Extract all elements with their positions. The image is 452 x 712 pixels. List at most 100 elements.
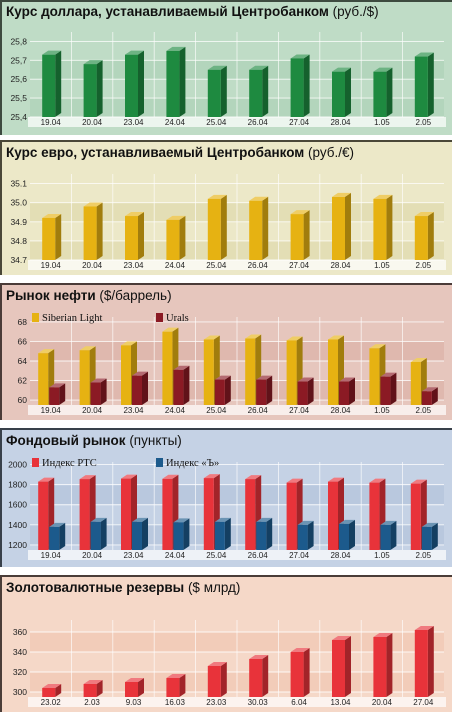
panel-2-bar-front bbox=[421, 391, 432, 405]
panel-1-bar bbox=[249, 196, 269, 260]
panel-4-x-tick-label: 2.03 bbox=[84, 698, 100, 707]
panel-2-bar-side bbox=[100, 378, 107, 405]
panel-3-x-tick-label: 26.04 bbox=[248, 551, 269, 560]
panel-2-bar-top bbox=[245, 334, 262, 339]
panel-1-bar-top bbox=[414, 212, 434, 217]
panel-0-bar-top bbox=[83, 60, 103, 65]
panel-2: Рынок нефти ($/баррель) 60 62 64 66 68 19.04 20… bbox=[0, 283, 452, 420]
panel-1-x-tick-label: 2.05 bbox=[416, 261, 432, 270]
panel-0-left-rule bbox=[0, 0, 2, 135]
panel-2-x-tick-label: 26.04 bbox=[248, 406, 269, 415]
panel-2-bar-top bbox=[286, 336, 303, 341]
panel-1-bar-side bbox=[345, 192, 351, 260]
panel-0-y-tick-label: 25,4 bbox=[10, 112, 27, 122]
panel-2-bar-top bbox=[173, 365, 190, 370]
panel-2-bar-front bbox=[369, 348, 380, 405]
panel-0-x-tick-label: 19.04 bbox=[41, 118, 62, 127]
panel-1-bar bbox=[332, 192, 351, 260]
panel-1-x-tick-label: 28.04 bbox=[330, 261, 351, 270]
panel-2-bar-side bbox=[307, 377, 314, 405]
panel-0-bar-side bbox=[386, 67, 393, 117]
panel-4-bar-front bbox=[125, 682, 138, 697]
panel-4-bar bbox=[207, 662, 227, 697]
panel-1-bar bbox=[42, 213, 62, 260]
panel-2-bar-top bbox=[162, 327, 179, 332]
panel-0-bar-side bbox=[262, 65, 269, 117]
panel-3-y-tick-label: 1400 bbox=[8, 520, 27, 530]
panel-4-y-tick-label: 320 bbox=[13, 667, 27, 677]
panel-1-bar-side bbox=[427, 212, 434, 260]
panel-0-x-tick-label: 2.05 bbox=[416, 118, 432, 127]
panel-4-bar-front bbox=[83, 684, 97, 697]
panel-0-bar bbox=[42, 50, 62, 117]
panel-2-x-tick-label: 19.04 bbox=[41, 406, 62, 415]
panel-3-bar-front bbox=[410, 483, 421, 550]
panel-1-bar-top bbox=[166, 215, 186, 220]
panel-3-bar-top bbox=[49, 522, 66, 527]
panel-2-bar-front bbox=[245, 338, 256, 405]
panel-2-bar-front bbox=[339, 381, 349, 405]
panel-2-axis-strip bbox=[28, 405, 446, 415]
panel-0-bar bbox=[249, 65, 269, 117]
panel-4-x-tick-label: 20.04 bbox=[372, 698, 393, 707]
panel-0-bar-side bbox=[220, 65, 227, 117]
panel-0-bar-front bbox=[373, 71, 387, 117]
panel-2-bar-side bbox=[266, 375, 273, 405]
panel-4-x-tick-label: 6.04 bbox=[291, 698, 307, 707]
panel-0-bar-front bbox=[414, 56, 428, 117]
panel-3-title: Фондовый рынок (пункты) bbox=[6, 433, 182, 448]
panel-3-bar-front bbox=[297, 524, 308, 550]
panel-3-bar-side bbox=[183, 518, 190, 550]
panel-3-bar-top bbox=[410, 479, 427, 484]
panel-2-legend-label: Urals bbox=[166, 313, 189, 324]
panel-1-bar-top bbox=[290, 210, 310, 215]
panel-3-axis-strip bbox=[28, 550, 446, 560]
panel-4-bar-front bbox=[207, 666, 221, 697]
panel-0-x-tick-label: 20.04 bbox=[82, 118, 103, 127]
panel-2-bar-top bbox=[203, 335, 220, 340]
panel-2-bar-s1 bbox=[297, 377, 314, 405]
panel-0-x-tick-label: 1.05 bbox=[374, 118, 390, 127]
panel-3-y-tick-label: 2000 bbox=[8, 460, 27, 470]
panel-0-bar-side bbox=[427, 52, 434, 117]
panel-1-bar-side bbox=[179, 215, 186, 260]
panel-2-bar-s1 bbox=[173, 365, 190, 405]
panel-3-bar-s1 bbox=[214, 517, 231, 550]
panel-4-x-tick-label: 9.03 bbox=[126, 698, 142, 707]
panel-1-x-tick-label: 19.04 bbox=[41, 261, 62, 270]
panel-3-bar-front bbox=[79, 479, 90, 550]
panel-1-y-tick-label: 35.1 bbox=[10, 179, 27, 189]
panel-4-bar-top bbox=[249, 655, 269, 659]
panel-3-bar-front bbox=[173, 522, 184, 550]
panel-3-bar-side bbox=[59, 522, 66, 550]
panel-3-bar-top bbox=[79, 475, 96, 480]
panel-4-bar bbox=[414, 626, 434, 697]
panel-3-bar-top bbox=[203, 474, 220, 479]
panel-4: Золотовалютные резервы ($ млрд) 300 320 340… bbox=[0, 575, 452, 712]
panel-0-bar bbox=[373, 67, 393, 117]
panel-1-x-tick-label: 1.05 bbox=[374, 261, 390, 270]
panel-3-bar-side bbox=[390, 520, 397, 550]
panel-1-bar bbox=[83, 202, 103, 260]
panel-2-bar-front bbox=[214, 379, 225, 405]
panel-4-bar-top bbox=[414, 626, 434, 630]
panel-2-legend-swatch bbox=[32, 313, 39, 322]
panel-1-bar-front bbox=[373, 198, 387, 260]
panel-1-top-rule bbox=[0, 140, 452, 142]
panel-4-top-rule bbox=[0, 575, 452, 577]
panel-4-bar-top bbox=[290, 648, 310, 652]
panel-4-bar-top bbox=[42, 684, 62, 688]
panel-3-y-tick-label: 1600 bbox=[8, 500, 27, 510]
panel-3-bar-front bbox=[121, 478, 131, 550]
panel-3-x-tick-label: 1.05 bbox=[374, 551, 390, 560]
panel-4-bar-side bbox=[386, 633, 393, 697]
panel-4-bar-top bbox=[207, 662, 227, 666]
panel-4-bar-front bbox=[373, 637, 387, 697]
panel-0-bar bbox=[414, 52, 434, 117]
panel-3-bar-top bbox=[90, 517, 107, 522]
panel-4-bar-top bbox=[83, 680, 103, 684]
panel-3-bar-top bbox=[256, 517, 273, 522]
panel-1-y-tick-label: 34.8 bbox=[10, 236, 27, 246]
panel-1-y-tick-label: 34.9 bbox=[10, 217, 27, 227]
